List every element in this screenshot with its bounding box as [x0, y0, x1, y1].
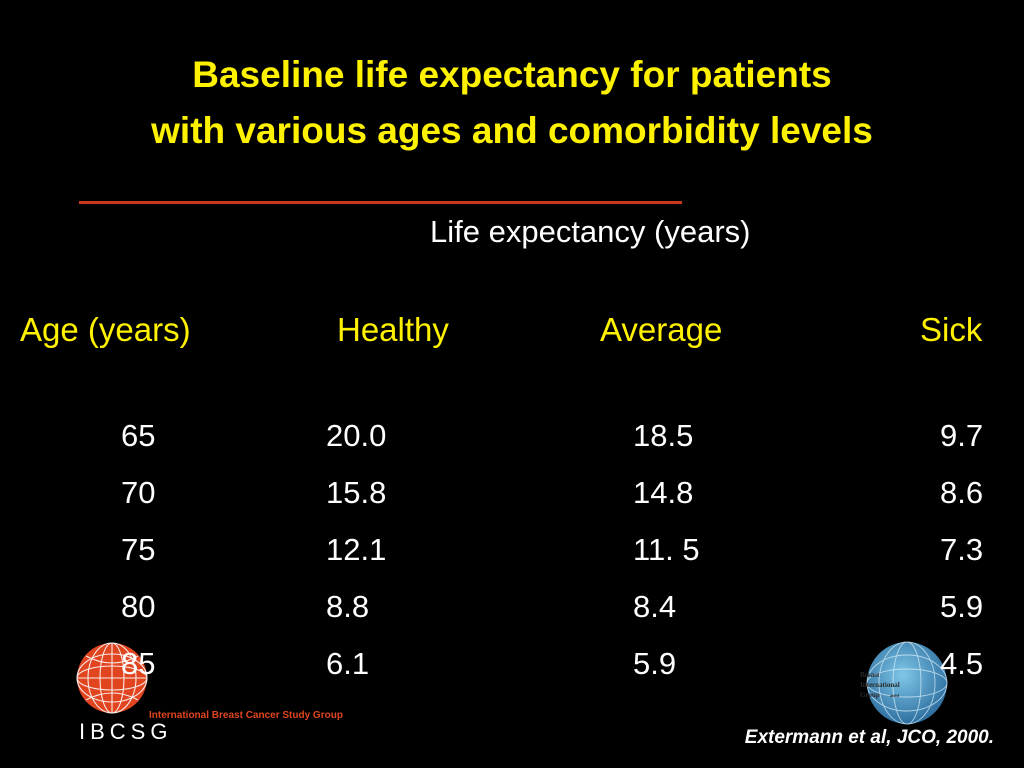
table-cell-average: 11. 5 — [633, 532, 700, 567]
table-cell-healthy: 6.1 — [326, 646, 370, 681]
big-globe-logo-icon: Breast International Group aisbl — [860, 641, 948, 725]
table-cell-sick: 5.9 — [940, 589, 984, 624]
title-line-2: with various ages and comorbidity levels — [151, 110, 873, 151]
ibcsg-acronym: IBCSG — [79, 719, 173, 744]
column-header-age: Age (years) — [20, 311, 191, 348]
title-line-1: Baseline life expectancy for patients — [192, 54, 832, 95]
table-cell-age: 65 — [121, 418, 156, 453]
table-cell-age: 80 — [121, 589, 156, 624]
citation: Extermann et al, JCO, 2000. — [744, 727, 994, 748]
column-header-average: Average — [600, 311, 723, 348]
ibcsg-globe-logo-icon — [76, 642, 148, 714]
table-cell-healthy: 8.8 — [326, 589, 370, 624]
table-cell-average: 5.9 — [633, 646, 677, 681]
table-cell-healthy: 12.1 — [326, 532, 387, 567]
table-cell-healthy: 15.8 — [326, 475, 387, 510]
big-logo-text-line-3: Group — [860, 691, 880, 699]
title-divider — [79, 201, 682, 204]
table-cell-age: 70 — [121, 475, 156, 510]
table-cell-healthy: 20.0 — [326, 418, 387, 453]
table-cell-age: 85 — [121, 646, 156, 681]
table-cell-sick: 4.5 — [940, 646, 984, 681]
column-header-healthy: Healthy — [337, 311, 449, 348]
table-cell-sick: 9.7 — [940, 418, 984, 453]
table-cell-average: 8.4 — [633, 589, 677, 624]
table-cell-age: 75 — [121, 532, 156, 567]
table-cell-sick: 7.3 — [940, 532, 984, 567]
big-logo-text-line-2: International — [860, 681, 900, 689]
big-logo-text-mark: aisbl — [890, 693, 900, 698]
column-header-sick: Sick — [920, 311, 983, 348]
table-subheader: Life expectancy (years) — [430, 214, 751, 249]
table-cell-average: 18.5 — [633, 418, 694, 453]
slide-title: Baseline life expectancy for patients wi… — [0, 47, 1024, 159]
table-cell-average: 14.8 — [633, 475, 694, 510]
big-logo-text-line-1: Breast — [860, 671, 880, 679]
table-cell-sick: 8.6 — [940, 475, 984, 510]
ibcsg-full-name: International Breast Cancer Study Group — [149, 710, 343, 721]
